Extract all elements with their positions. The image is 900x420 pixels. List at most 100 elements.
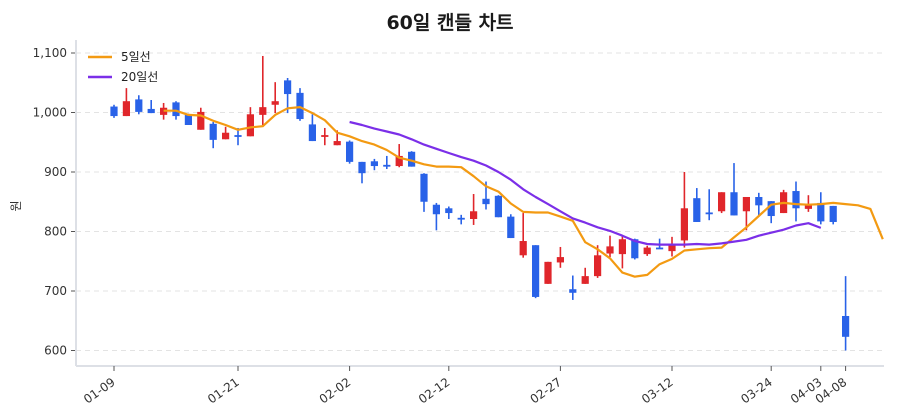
candle-body	[693, 198, 701, 222]
candle	[680, 172, 688, 248]
legend: 5일선 20일선	[88, 50, 158, 84]
candle	[829, 205, 837, 225]
candle-body	[122, 101, 130, 117]
candle	[507, 214, 515, 239]
candle-body	[197, 111, 205, 130]
candle-body	[482, 198, 490, 205]
candle-body	[544, 261, 552, 284]
candle	[693, 188, 701, 222]
candle	[730, 163, 738, 216]
candle	[643, 245, 651, 256]
candle	[197, 107, 205, 130]
candle	[271, 82, 279, 114]
candle-body	[643, 247, 651, 255]
candle-body	[730, 192, 738, 216]
axes: 600 700 800 900 1,000 1,100 01-09 01-21 02-02 02-…	[33, 40, 884, 406]
candle-body	[172, 102, 180, 117]
candle	[358, 161, 366, 184]
candle-body	[755, 196, 763, 206]
candle-body	[321, 135, 329, 137]
candle	[668, 236, 676, 257]
candle-body	[147, 108, 155, 114]
candle	[556, 246, 564, 268]
candle	[804, 195, 812, 212]
candle-body	[804, 204, 812, 209]
candle-body	[494, 195, 502, 218]
candle	[135, 95, 143, 115]
x-tick-label: 03-12	[639, 375, 676, 406]
candle-body	[470, 211, 478, 220]
candle-body	[457, 217, 465, 220]
candle-body	[842, 315, 850, 337]
candle-body	[135, 99, 143, 112]
candle-body	[569, 289, 577, 293]
candle	[569, 275, 577, 300]
candle	[618, 235, 626, 269]
x-tick-label: 01-09	[81, 375, 118, 406]
x-tick-label: 02-27	[528, 375, 565, 406]
x-tick-label: 02-12	[416, 375, 453, 406]
candle	[222, 126, 230, 140]
candles	[110, 55, 850, 351]
candle	[346, 140, 354, 164]
candle-body	[333, 141, 341, 146]
candle	[432, 202, 440, 231]
candle	[408, 151, 416, 167]
candle	[246, 107, 254, 137]
candle	[420, 173, 428, 212]
candle	[606, 235, 614, 258]
y-tick-label: 700	[44, 284, 67, 298]
candle-body	[259, 107, 267, 115]
candle	[792, 181, 800, 222]
candle-body	[383, 164, 391, 167]
candle-body	[432, 204, 440, 215]
candle	[110, 104, 118, 118]
candle	[296, 88, 304, 121]
candle-body	[308, 124, 316, 142]
candle	[209, 122, 217, 149]
legend-ma20-label: 20일선	[121, 70, 158, 84]
candle-body	[532, 245, 540, 297]
candle-body	[346, 141, 354, 162]
candle-body	[668, 243, 676, 252]
candle-body	[284, 80, 292, 95]
candle	[494, 195, 502, 218]
candle-body	[742, 196, 750, 212]
candle-body	[792, 191, 800, 209]
candle	[470, 194, 478, 225]
y-tick-label: 1,000	[33, 106, 67, 120]
candle-body	[358, 161, 366, 174]
candle	[147, 100, 155, 114]
candle	[395, 144, 403, 168]
y-axis-title: 원	[9, 200, 23, 211]
candle-body	[631, 239, 639, 259]
ma5-line	[163, 105, 884, 278]
candle-body	[271, 101, 279, 105]
candle-body	[110, 106, 118, 117]
candle	[532, 245, 540, 299]
candle-body	[507, 216, 515, 239]
candle-body	[420, 173, 428, 202]
candle	[544, 261, 552, 284]
candle-body	[829, 205, 837, 222]
y-tick-label: 600	[44, 344, 67, 358]
candle	[370, 158, 378, 171]
candle	[259, 55, 267, 125]
candle	[581, 267, 589, 284]
candle	[122, 88, 130, 117]
candle-body	[395, 155, 403, 167]
candle-body	[556, 257, 564, 263]
candle	[842, 276, 850, 351]
legend-ma5-label: 5일선	[121, 50, 151, 64]
candle	[308, 114, 316, 142]
candle-body	[594, 255, 602, 277]
moving-average-lines	[163, 105, 884, 278]
y-tick-label: 900	[44, 165, 67, 179]
candle-body	[656, 247, 664, 250]
x-tick-label: 03-24	[738, 375, 775, 406]
candle	[780, 189, 788, 214]
candle-body	[408, 151, 416, 167]
candle-body	[184, 114, 192, 125]
x-tick-label: 02-02	[317, 375, 354, 406]
candle-body	[370, 161, 378, 167]
